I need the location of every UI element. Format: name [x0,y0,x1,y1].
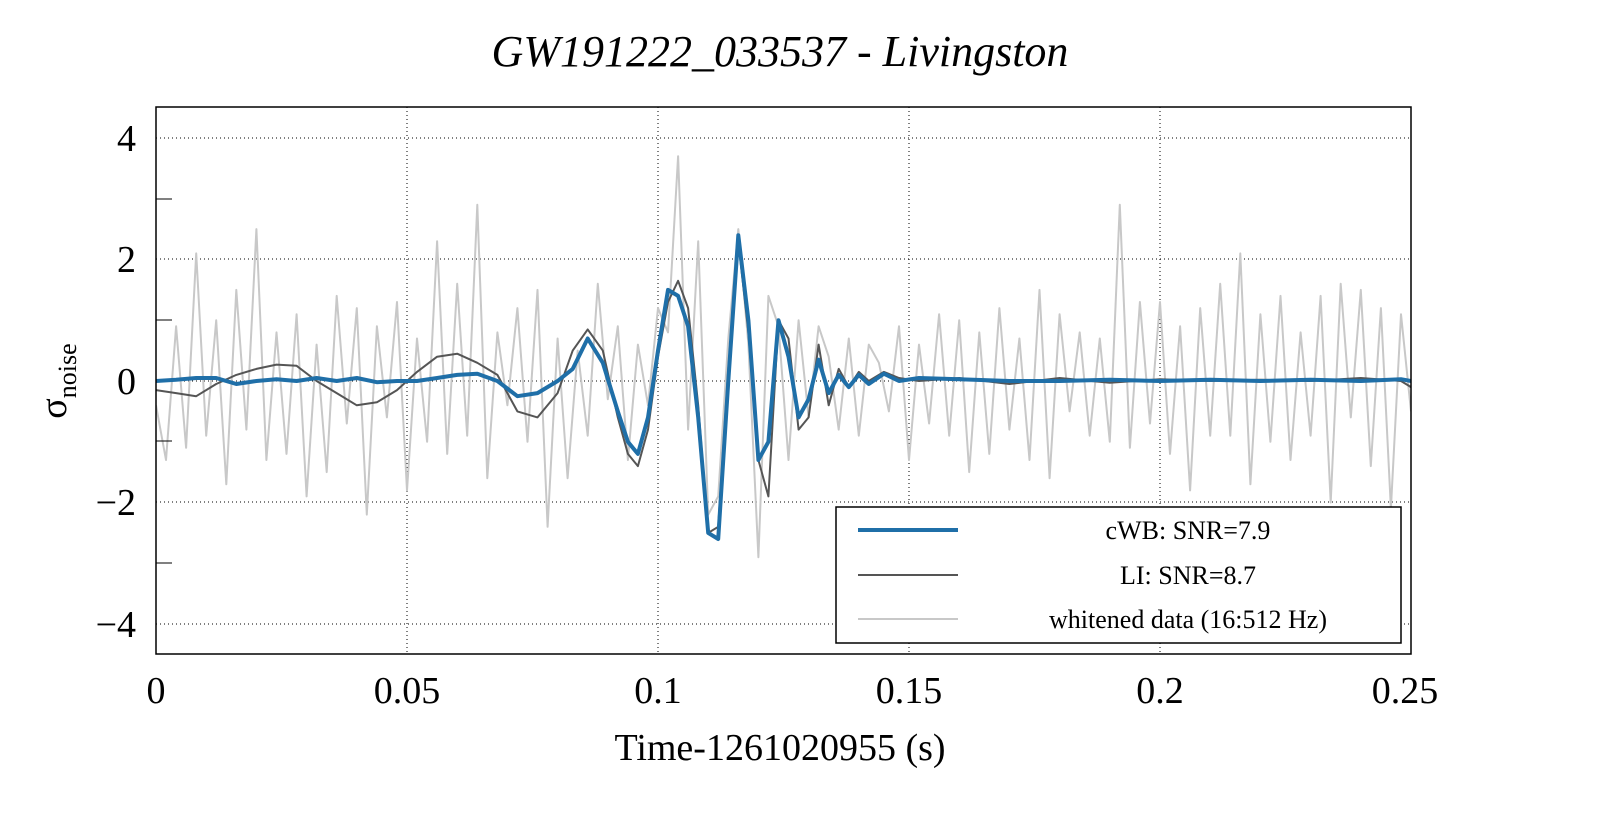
y-axis-label-sigma: σ [33,398,75,418]
x-tick-label: 0 [147,670,166,712]
plot-frame [155,106,1412,655]
legend: cWB: SNR=7.9 LI: SNR=8.7 whitened data (… [835,506,1402,644]
y-minor-ticks [156,198,172,564]
y-axis-label-subscript: noise [53,343,82,398]
plot-clip-group [156,155,1411,559]
legend-label-cwb: cWB: SNR=7.9 [1106,516,1271,545]
x-tick-labels: 0 0.05 0.1 0.15 0.2 0.25 [147,670,1439,712]
chart-title: GW191222_033537 - Livingston [492,27,1069,76]
y-axis-label-text: σnoise [33,343,82,418]
y-tick-labels: 4 2 0 −2 −4 [96,118,136,646]
y-tick-label: 0 [117,361,136,403]
y-tick-label: 4 [117,118,136,160]
x-tick-label: 0.05 [374,670,441,712]
legend-label-whitened-data: whitened data (16:512 Hz) [1049,605,1327,634]
series-line-cwb [156,233,1411,541]
x-tick-label: 0.2 [1136,670,1184,712]
y-tick-label: −4 [96,604,136,646]
y-axis-label: σnoise [33,343,82,418]
x-tick-label: 0.25 [1372,670,1439,712]
legend-label-li: LI: SNR=8.7 [1120,561,1256,590]
x-tick-label: 0.1 [634,670,682,712]
y-tick-label: −2 [96,482,136,524]
y-tick-label: 2 [117,239,136,281]
series-line-whitened-data [156,155,1411,559]
x-axis-label: Time-1261020955 (s) [614,727,945,769]
x-tick-label: 0.15 [876,670,943,712]
